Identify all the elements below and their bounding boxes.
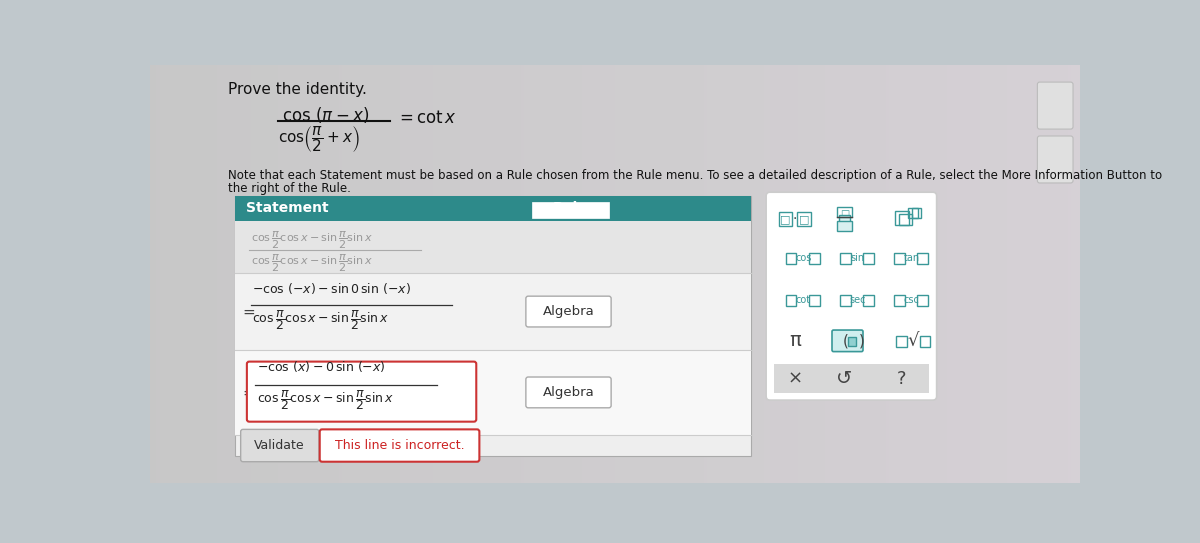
Text: tan: tan (904, 252, 920, 263)
Text: sec: sec (850, 295, 866, 305)
Text: ·: · (793, 212, 797, 226)
Text: $-\cos\,(x) - 0\,\sin\,(-x)$: $-\cos\,(x) - 0\,\sin\,(-x)$ (257, 359, 385, 374)
Text: $=$: $=$ (240, 304, 256, 319)
FancyBboxPatch shape (241, 430, 319, 462)
Text: ): ) (858, 333, 864, 348)
Text: $\cos\dfrac{\pi}{2}\cos x - \sin\dfrac{\pi}{2}\sin x$: $\cos\dfrac{\pi}{2}\cos x - \sin\dfrac{\… (251, 230, 373, 251)
FancyBboxPatch shape (832, 330, 863, 352)
Text: $\cos\!\left(\dfrac{\pi}{2}+x\right)$: $\cos\!\left(\dfrac{\pi}{2}+x\right)$ (278, 124, 360, 154)
Text: Statement: Statement (246, 201, 329, 216)
FancyBboxPatch shape (526, 377, 611, 408)
Text: Validate: Validate (254, 439, 305, 452)
FancyBboxPatch shape (235, 196, 751, 220)
Text: ─: ─ (841, 215, 847, 225)
FancyBboxPatch shape (235, 273, 751, 350)
Text: ×: × (787, 370, 803, 388)
Text: √: √ (907, 332, 919, 350)
Text: ?: ? (898, 370, 906, 388)
Text: csc: csc (904, 295, 919, 305)
FancyBboxPatch shape (774, 364, 929, 393)
FancyBboxPatch shape (235, 196, 751, 456)
FancyBboxPatch shape (532, 202, 610, 218)
Text: Note that each Statement must be based on a Rule chosen from the Rule menu. To s: Note that each Statement must be based o… (228, 169, 1162, 182)
Text: $\cos\dfrac{\pi}{2}\cos x - \sin\dfrac{\pi}{2}\sin x$: $\cos\dfrac{\pi}{2}\cos x - \sin\dfrac{\… (251, 252, 373, 274)
FancyBboxPatch shape (526, 296, 611, 327)
FancyBboxPatch shape (235, 220, 751, 273)
FancyBboxPatch shape (839, 214, 850, 225)
Text: This line is incorrect.: This line is incorrect. (335, 439, 464, 452)
Text: Prove the identity.: Prove the identity. (228, 82, 366, 97)
Text: the right of the Rule.: the right of the Rule. (228, 182, 350, 195)
Text: cot: cot (796, 295, 811, 305)
Text: $\cos\dfrac{\pi}{2}\cos x - \sin\dfrac{\pi}{2}\sin x$: $\cos\dfrac{\pi}{2}\cos x - \sin\dfrac{\… (252, 308, 390, 332)
Text: $=$: $=$ (240, 385, 256, 400)
Text: $\cos\dfrac{\pi}{2}\cos x - \sin\dfrac{\pi}{2}\sin x$: $\cos\dfrac{\pi}{2}\cos x - \sin\dfrac{\… (257, 389, 395, 413)
Text: □: □ (840, 221, 850, 231)
Text: Algebra: Algebra (542, 305, 594, 318)
FancyBboxPatch shape (1037, 136, 1073, 183)
Text: $-\cos\,(-x) - \sin 0\,\sin\,(-x)$: $-\cos\,(-x) - \sin 0\,\sin\,(-x)$ (252, 281, 412, 296)
Text: (: ( (844, 333, 848, 348)
FancyBboxPatch shape (848, 337, 856, 346)
FancyBboxPatch shape (247, 362, 476, 422)
Text: cos: cos (796, 252, 811, 263)
FancyBboxPatch shape (319, 430, 479, 462)
Text: sin: sin (851, 252, 865, 263)
Text: $\cos\,(\pi-x)$: $\cos\,(\pi-x)$ (282, 105, 368, 125)
Text: ↺: ↺ (836, 369, 852, 388)
FancyBboxPatch shape (1037, 82, 1073, 129)
Text: □: □ (799, 214, 809, 224)
FancyBboxPatch shape (235, 350, 751, 435)
Text: □: □ (780, 214, 791, 224)
FancyBboxPatch shape (836, 222, 852, 231)
Text: Rule: Rule (553, 201, 588, 216)
FancyBboxPatch shape (766, 192, 937, 400)
Text: Algebra: Algebra (542, 386, 594, 399)
Text: π: π (788, 331, 800, 350)
Text: $= \cot x$: $= \cot x$ (396, 109, 457, 127)
Text: □: □ (840, 209, 850, 219)
